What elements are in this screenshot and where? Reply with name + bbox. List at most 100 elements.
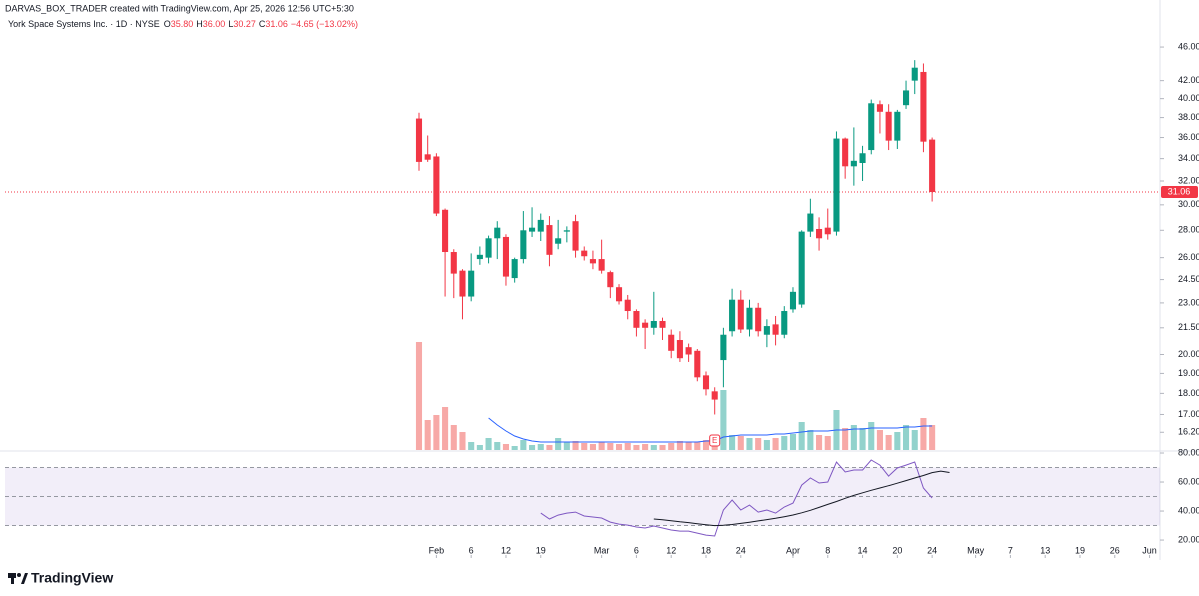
volume-bar xyxy=(894,432,901,450)
candle-body xyxy=(798,231,805,305)
candle-body xyxy=(529,227,536,232)
candle-body xyxy=(694,350,701,378)
x-tick-label: 26 xyxy=(1110,545,1120,555)
candle-body xyxy=(816,228,823,239)
candle-body xyxy=(520,230,527,260)
x-tick-label: 8 xyxy=(825,545,830,555)
y-tick-label: 32.00 xyxy=(1178,175,1199,185)
candle-body xyxy=(581,250,588,257)
logo: TradingView xyxy=(8,570,113,586)
rsi-tick-label: 20.00 xyxy=(1178,534,1199,544)
logo-mark xyxy=(17,573,21,577)
volume-bar xyxy=(668,443,675,450)
candle-body xyxy=(876,104,883,112)
y-tick-label: 26.00 xyxy=(1178,252,1199,262)
candle-body xyxy=(502,236,510,277)
volume-bar xyxy=(494,442,501,450)
rsi-line xyxy=(540,459,933,537)
volume-bar xyxy=(572,441,579,450)
y-tick-label: 30.00 xyxy=(1178,199,1199,209)
y-tick-label: 42.00 xyxy=(1178,75,1199,85)
volume-bar xyxy=(737,436,744,450)
y-tick-label: 28.00 xyxy=(1178,225,1199,235)
candle-body xyxy=(598,259,605,271)
candle-body xyxy=(659,320,666,328)
volume-bar xyxy=(746,438,753,450)
candle-body xyxy=(572,221,579,251)
x-tick-label: 12 xyxy=(666,545,676,555)
volume-bar xyxy=(650,445,657,450)
candle-body xyxy=(859,153,866,164)
candle-body xyxy=(624,299,631,312)
volume-bar xyxy=(920,418,927,450)
candle-body xyxy=(781,311,788,335)
volume-bar xyxy=(424,420,431,450)
candle-body xyxy=(711,391,718,400)
volume-bar xyxy=(816,435,823,450)
candle-body xyxy=(763,326,770,335)
x-tick-label: Feb xyxy=(429,545,445,555)
y-tick-label: 23.00 xyxy=(1178,297,1199,307)
volume-bar xyxy=(450,425,457,450)
candle-body xyxy=(911,67,918,81)
x-tick-label: May xyxy=(967,545,985,555)
legend: York Space Systems Inc. · 1D · NYSE O35.8… xyxy=(8,19,358,29)
volume-bar xyxy=(485,438,492,450)
candle-body xyxy=(442,209,449,253)
volume-bar xyxy=(685,442,692,450)
x-tick-label: 18 xyxy=(701,545,711,555)
candle-body xyxy=(468,270,475,297)
volume-bar xyxy=(624,443,631,450)
x-tick-label: Jun xyxy=(1142,545,1157,555)
candle-body xyxy=(929,139,936,193)
c-label: C xyxy=(259,19,266,29)
candle-body xyxy=(607,272,614,288)
l-value: 30.27 xyxy=(233,19,256,29)
candle-body xyxy=(746,307,753,330)
candle-body xyxy=(755,307,762,332)
volume-bar xyxy=(694,442,701,450)
volume-bar xyxy=(929,425,936,450)
symbol: York Space Systems Inc. · 1D · NYSE xyxy=(8,19,160,29)
x-tick-label: 6 xyxy=(634,545,639,555)
x-tick-label: 20 xyxy=(892,545,902,555)
volume-bar xyxy=(824,436,831,450)
candle-body xyxy=(737,299,744,330)
volume-bar xyxy=(902,425,910,450)
x-tick-label: 14 xyxy=(858,545,868,555)
candle-body xyxy=(615,287,623,302)
candle-body xyxy=(485,238,492,258)
x-tick-label: Apr xyxy=(786,545,800,555)
credit: DARVAS_BOX_TRADER created with TradingVi… xyxy=(5,3,354,13)
candle-body xyxy=(685,347,692,355)
y-tick-label: 19.00 xyxy=(1178,368,1199,378)
volume-bar xyxy=(442,407,449,450)
volume-bar xyxy=(581,443,588,450)
last-price-box xyxy=(1161,186,1198,199)
candle-body xyxy=(642,322,649,328)
volume-bar xyxy=(511,446,518,450)
volume-bar xyxy=(468,442,475,450)
x-tick-label: 24 xyxy=(736,545,746,555)
candle-body xyxy=(494,227,501,239)
y-tick-label: 18.00 xyxy=(1178,388,1199,398)
o-value: 35.80 xyxy=(171,19,194,29)
y-tick-label: 34.00 xyxy=(1178,153,1199,163)
volume-bar xyxy=(850,425,857,450)
volume-bar xyxy=(433,415,440,450)
x-tick-label: 19 xyxy=(536,545,546,555)
change: −4.65 (−13.02%) xyxy=(291,19,358,29)
l-label: L xyxy=(228,19,233,29)
rsi-ma-line xyxy=(653,470,950,527)
candle-body xyxy=(537,219,544,232)
volume-bar xyxy=(659,445,666,450)
volume-bar xyxy=(842,428,849,450)
volume-bar xyxy=(781,436,788,450)
volume-bar xyxy=(520,440,527,450)
last-price-label: 31.06 xyxy=(1168,186,1191,196)
volume-bar xyxy=(798,422,805,450)
volume-bar xyxy=(676,441,683,450)
candle-body xyxy=(676,340,683,359)
volume-bar xyxy=(729,435,736,450)
logo-text: TradingView xyxy=(31,570,113,586)
